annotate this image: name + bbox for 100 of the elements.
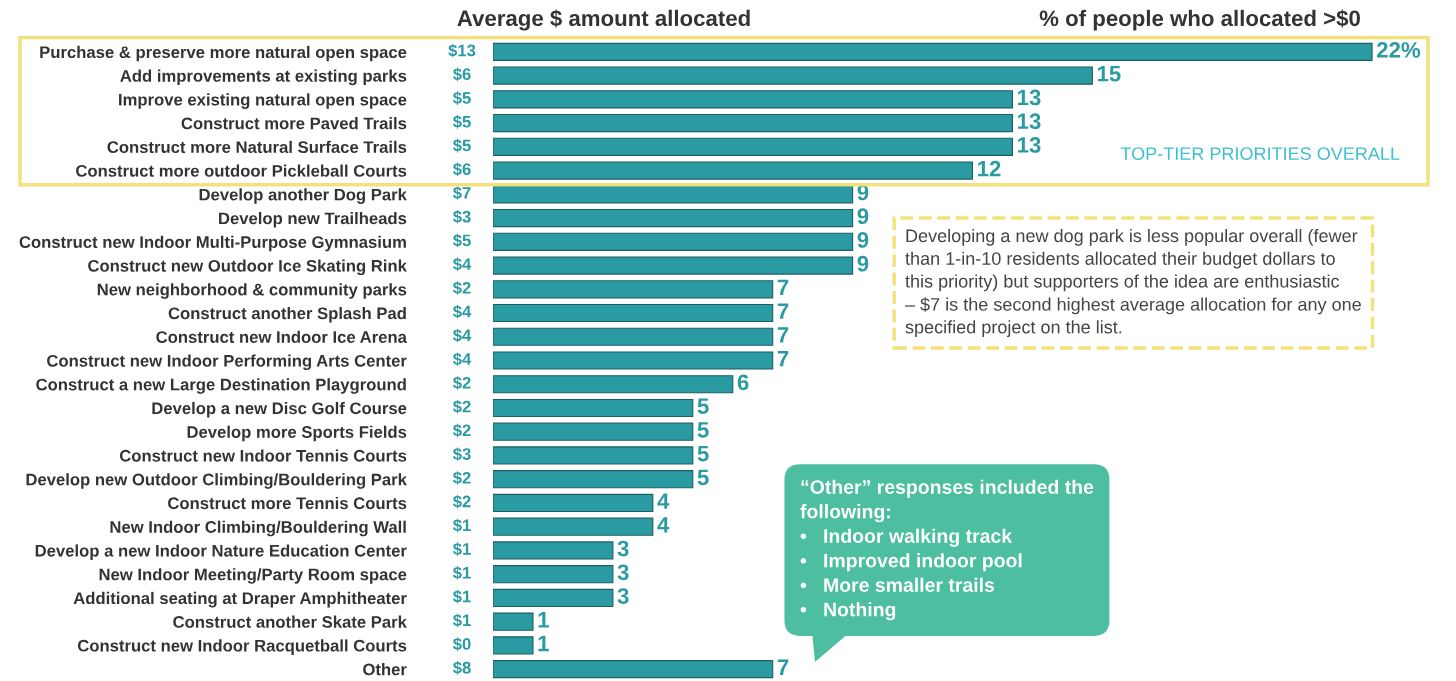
y-tick-label: Construct more Paved Trails [181, 117, 407, 130]
bar [493, 612, 534, 631]
bar [493, 517, 654, 536]
data-label: 9 [857, 255, 869, 272]
text: $5 [452, 138, 471, 153]
y-tick-label: Construct new Indoor Tennis Courts [119, 449, 407, 462]
text: $2 [452, 376, 471, 390]
y-tick-label: Develop more Sports Fields [187, 425, 407, 442]
y-tick-label: New Indoor Meeting/Party Room space [99, 568, 407, 584]
data-label: 4 [657, 493, 670, 509]
y-tick-label: Construct new Indoor Multi-Purpose Gymnasium [19, 235, 406, 252]
bar [493, 470, 694, 489]
y-tick-label: Construct more Tennis Courts [168, 496, 407, 510]
data-label: 9 [857, 208, 869, 225]
bar [493, 161, 974, 180]
text: $2 [452, 494, 471, 509]
y-tick-label: Construct a new Large Destination Playground [36, 378, 406, 394]
annotation: “Other” responses included the following: • Indoor walking track • Improved indoor pool • More smaller trails • Nothing [800, 479, 1094, 621]
y-tick-label: Develop a new Disc Golf Course [152, 401, 407, 418]
bar [493, 208, 854, 228]
text: $0 [452, 637, 471, 651]
text: $7 [452, 186, 471, 200]
y-tick-label: Construct another Splash Pad [168, 306, 406, 323]
data-label: 13 [1018, 89, 1041, 106]
text: $4 [452, 257, 472, 272]
bar [493, 565, 614, 584]
data-label: 12 [978, 160, 1001, 177]
data-label: 6 [737, 374, 749, 391]
y-tick-label: Construct new Indoor Ice Arena [156, 330, 408, 343]
y-tick-label: Construct more outdoor Pickleball Courts [76, 164, 407, 177]
bar [493, 66, 1093, 85]
data-label: 15 [1097, 66, 1121, 82]
text: $1 [452, 542, 471, 556]
data-label: 5 [697, 422, 709, 438]
y-tick-label: Construct new Indoor Racquetball Courts [77, 639, 407, 655]
bar [493, 541, 614, 560]
y-tick-label: Develop another Dog Park [199, 188, 407, 204]
data-label: 3 [617, 540, 629, 557]
data-label: 1 [538, 612, 549, 628]
bar [493, 185, 854, 204]
y-tick-label: New neighborhood & community parks [97, 283, 407, 299]
text: $5 [452, 233, 471, 248]
text: $4 [452, 352, 472, 367]
annotation: TOP-TIER PRIORITIES OVERALL [1120, 147, 1400, 160]
text: $1 [452, 613, 471, 628]
y-tick-label: Construct more Natural Surface Trails [107, 140, 407, 154]
text: $5 [452, 91, 471, 105]
data-label: 1 [538, 635, 549, 652]
text: $1 [452, 589, 471, 604]
text: $4 [452, 304, 472, 319]
data-label: 5 [697, 469, 709, 486]
text: $2 [452, 471, 471, 485]
data-label: 3 [617, 588, 629, 604]
bar [493, 446, 694, 465]
data-label: 13 [1018, 137, 1041, 153]
annotation: Developing a new dog park is less popular overall (fewer than 1-in-10 residents allocated their budget dollars to this priority) but supporters of the idea are enthusiastic – $7 is the second highest average allocation for any one specified project on the list. [905, 228, 1361, 338]
data-label: 4 [657, 517, 670, 533]
text: $6 [452, 67, 471, 82]
bar [493, 636, 534, 655]
bar [493, 422, 694, 441]
text: $2 [452, 423, 471, 438]
text: $3 [452, 210, 471, 224]
text: $8 [452, 661, 471, 675]
bar [493, 351, 774, 370]
y-tick-label: Develop a new Indoor Nature Education Center [35, 544, 407, 560]
y-tick-label: Additional seating at Draper Amphitheater [73, 591, 407, 608]
bar [493, 42, 1373, 61]
data-label: 7 [777, 327, 789, 343]
data-label: 5 [697, 445, 709, 462]
bar [493, 232, 854, 251]
bar [493, 398, 694, 418]
text: $3 [452, 447, 471, 462]
bar [493, 660, 774, 679]
bar [493, 256, 854, 275]
text: $13 [448, 43, 476, 58]
bar [493, 137, 1013, 156]
y-tick-label: Improve existing natural open space [119, 93, 407, 109]
text: % of people who allocated >$0 [1039, 9, 1360, 31]
data-label: 7 [777, 303, 789, 319]
y-tick-label: Develop new Outdoor Climbing/Bouldering Park [26, 473, 407, 489]
y-tick-label: Develop new Trailheads [219, 212, 407, 228]
bar [493, 280, 774, 299]
text: $1 [452, 566, 471, 580]
text: $6 [452, 162, 471, 177]
text: Average $ amount allocated [457, 9, 750, 31]
data-label: 13 [1018, 113, 1041, 130]
y-tick-label: Construct new Outdoor Ice Skating Rink [88, 259, 407, 276]
bar [493, 375, 734, 394]
data-label: 9 [857, 232, 869, 248]
bar [493, 588, 614, 608]
bar [493, 327, 774, 346]
bar [493, 90, 1013, 109]
data-label: 22% [1376, 42, 1421, 58]
y-tick-label: Construct another Skate Park [173, 615, 407, 628]
data-label: 7 [777, 279, 789, 296]
data-label: 7 [777, 350, 789, 367]
data-label: 5 [697, 398, 709, 414]
data-label: 7 [777, 659, 789, 675]
y-tick-label: New Indoor Climbing/Bouldering Wall [110, 520, 406, 537]
text: $2 [452, 281, 471, 295]
